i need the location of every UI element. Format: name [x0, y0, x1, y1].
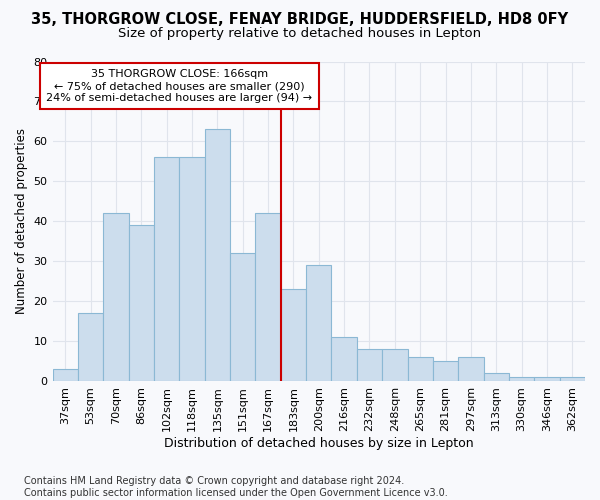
Bar — [484, 374, 509, 382]
Bar — [256, 214, 281, 382]
Bar — [281, 290, 306, 382]
Bar — [407, 358, 433, 382]
Bar — [534, 378, 560, 382]
Bar — [560, 378, 585, 382]
Bar — [331, 338, 357, 382]
Bar — [458, 358, 484, 382]
Bar — [103, 214, 128, 382]
Bar — [78, 314, 103, 382]
Y-axis label: Number of detached properties: Number of detached properties — [15, 128, 28, 314]
Bar — [128, 226, 154, 382]
Bar — [306, 266, 331, 382]
Bar — [154, 158, 179, 382]
Text: 35 THORGROW CLOSE: 166sqm
← 75% of detached houses are smaller (290)
24% of semi: 35 THORGROW CLOSE: 166sqm ← 75% of detac… — [46, 70, 313, 102]
Bar — [179, 158, 205, 382]
Bar — [357, 350, 382, 382]
X-axis label: Distribution of detached houses by size in Lepton: Distribution of detached houses by size … — [164, 437, 473, 450]
Bar — [205, 130, 230, 382]
Bar — [230, 254, 256, 382]
Text: 35, THORGROW CLOSE, FENAY BRIDGE, HUDDERSFIELD, HD8 0FY: 35, THORGROW CLOSE, FENAY BRIDGE, HUDDER… — [31, 12, 569, 28]
Bar — [382, 350, 407, 382]
Bar — [53, 370, 78, 382]
Bar — [433, 362, 458, 382]
Bar — [509, 378, 534, 382]
Text: Size of property relative to detached houses in Lepton: Size of property relative to detached ho… — [118, 28, 482, 40]
Text: Contains HM Land Registry data © Crown copyright and database right 2024.
Contai: Contains HM Land Registry data © Crown c… — [24, 476, 448, 498]
